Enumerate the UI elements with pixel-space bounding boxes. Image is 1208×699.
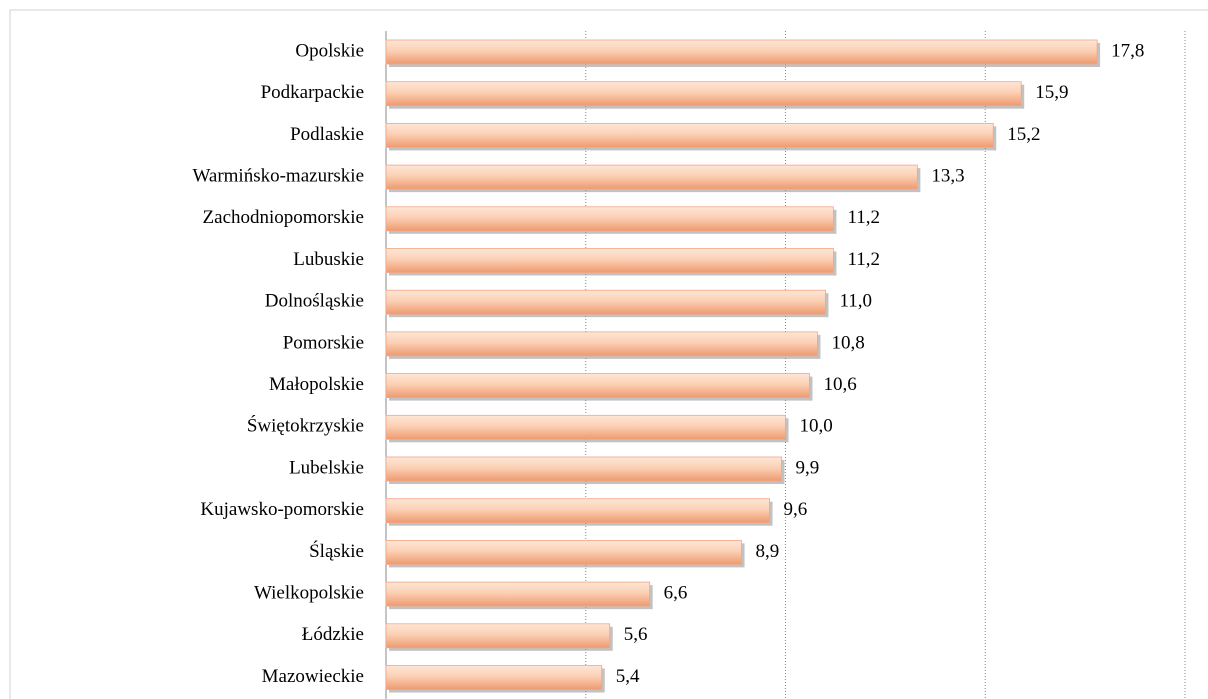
bar	[385, 289, 826, 315]
y-tick-label: Lubelskie	[289, 457, 364, 478]
bar	[385, 456, 782, 482]
y-tick-label: Kujawsko-pomorskie	[200, 499, 364, 520]
bar	[385, 498, 770, 524]
y-tick-label: Podlaskie	[290, 124, 364, 145]
y-tick-label: Warmińsko-mazurskie	[192, 165, 364, 186]
y-tick-label: Łódzkie	[302, 624, 364, 645]
data-label: 8,9	[756, 541, 780, 562]
y-tick-label: Śląskie	[309, 540, 364, 562]
y-tick-label: Dolnośląskie	[265, 291, 364, 312]
y-tick-label: Pomorskie	[283, 332, 364, 353]
y-tick-label: Lubuskie	[293, 249, 364, 270]
y-tick-label: Małopolskie	[269, 374, 364, 395]
bar	[385, 540, 742, 565]
bar	[385, 414, 786, 440]
bar	[385, 39, 1098, 65]
y-tick-label: Podkarpackie	[261, 82, 364, 103]
data-label: 13,3	[931, 165, 964, 186]
bar	[385, 81, 1022, 107]
data-label: 10,0	[800, 416, 833, 437]
bar	[385, 581, 651, 607]
bar	[385, 373, 810, 399]
data-label: 15,9	[1035, 82, 1068, 103]
y-tick-label: Mazowieckie	[262, 666, 364, 687]
bar	[385, 206, 834, 232]
data-label: 11,2	[847, 249, 880, 270]
data-label: 10,6	[823, 374, 856, 395]
y-tick-label: Zachodniopomorskie	[203, 207, 364, 228]
bar	[385, 331, 818, 357]
y-tick-label: Świętokrzyskie	[247, 415, 364, 437]
data-label: 9,6	[784, 499, 808, 520]
bar	[385, 623, 611, 649]
data-label: 9,9	[796, 457, 820, 478]
bar	[385, 164, 918, 190]
bar	[385, 248, 834, 273]
data-label: 15,2	[1007, 124, 1040, 145]
data-label: 10,8	[831, 332, 864, 353]
y-tick-label: Opolskie	[295, 40, 364, 61]
data-label: 17,8	[1111, 40, 1144, 61]
chart-border	[9, 9, 1208, 699]
y-tick-label: Wielkopolskie	[254, 582, 364, 603]
bar	[385, 665, 603, 690]
data-label: 11,0	[839, 291, 872, 312]
data-label: 5,6	[624, 624, 648, 645]
data-label: 6,6	[664, 582, 688, 603]
data-label: 11,2	[847, 207, 880, 228]
data-label: 5,4	[616, 666, 640, 687]
bar	[385, 123, 994, 148]
